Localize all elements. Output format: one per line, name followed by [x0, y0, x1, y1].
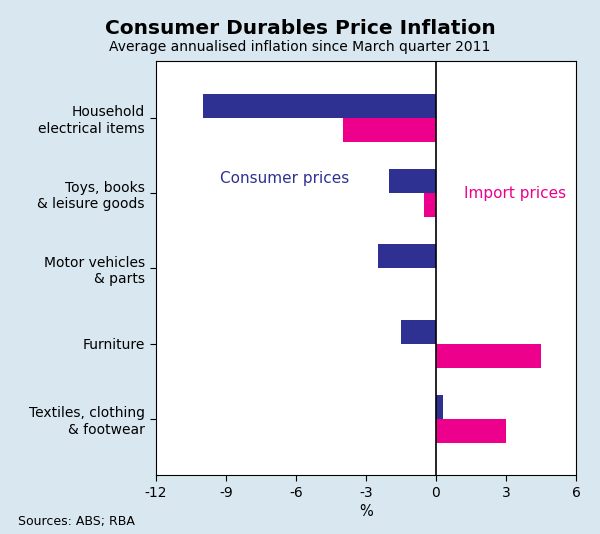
Bar — [389, 169, 436, 193]
Text: Import prices: Import prices — [464, 186, 566, 201]
Bar — [436, 395, 443, 419]
Bar — [377, 244, 436, 269]
Text: Sources: ABS; RBA: Sources: ABS; RBA — [18, 515, 135, 528]
Bar — [401, 319, 436, 343]
Text: Average annualised inflation since March quarter 2011: Average annualised inflation since March… — [109, 40, 491, 54]
Text: Consumer prices: Consumer prices — [220, 170, 349, 185]
Bar — [436, 419, 506, 443]
Text: Consumer Durables Price Inflation: Consumer Durables Price Inflation — [104, 19, 496, 38]
Bar — [436, 343, 541, 368]
Bar — [424, 193, 436, 217]
X-axis label: %: % — [359, 504, 373, 519]
Bar — [203, 94, 436, 118]
Bar — [343, 118, 436, 142]
